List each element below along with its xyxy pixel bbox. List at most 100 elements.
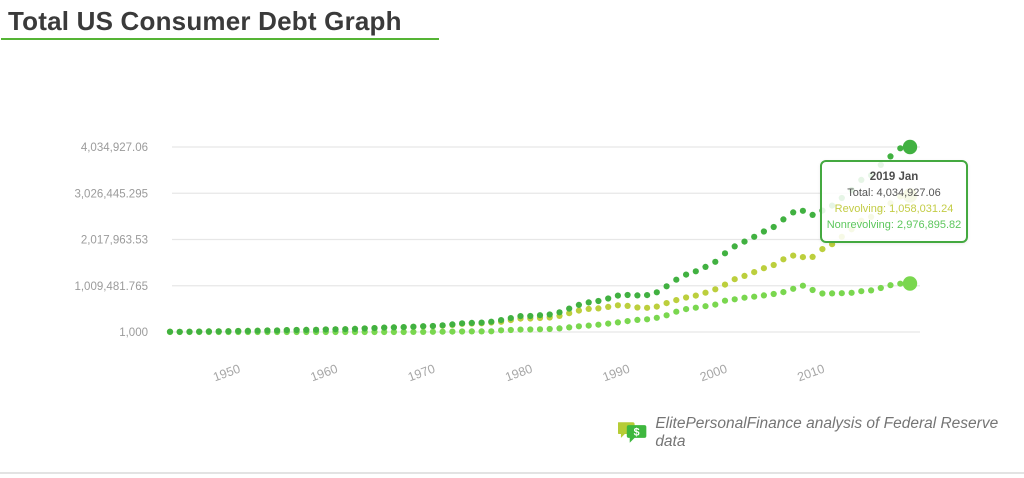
data-point-revolving[interactable] [507, 326, 514, 334]
data-point-total[interactable] [361, 325, 368, 332]
data-point-total[interactable] [546, 311, 553, 318]
data-point-total[interactable] [429, 322, 436, 330]
data-point-total[interactable] [712, 258, 719, 265]
data-point-total[interactable] [692, 268, 699, 275]
data-point-total[interactable] [790, 209, 797, 216]
data-point-revolving[interactable] [585, 322, 592, 329]
data-point-revolving[interactable] [546, 325, 553, 333]
data-point-revolving[interactable] [902, 276, 918, 291]
data-point-revolving[interactable] [673, 308, 680, 315]
data-point-revolving[interactable] [400, 328, 407, 336]
data-point-total[interactable] [264, 327, 271, 334]
data-point-revolving[interactable] [838, 290, 845, 297]
data-point-revolving[interactable] [429, 328, 436, 335]
data-point-revolving[interactable] [439, 328, 446, 335]
data-point-revolving[interactable] [556, 325, 563, 332]
data-point-total[interactable] [751, 233, 758, 240]
data-point-total[interactable] [887, 153, 894, 160]
data-point-total[interactable] [342, 326, 349, 333]
data-point-revolving[interactable] [809, 286, 816, 294]
data-point-revolving[interactable] [868, 287, 875, 294]
data-point-total[interactable] [780, 216, 787, 223]
data-point-total[interactable] [575, 301, 583, 308]
data-point-revolving[interactable] [858, 288, 865, 295]
data-point-total[interactable] [381, 324, 388, 331]
data-point-revolving[interactable] [390, 328, 397, 336]
data-point-revolving[interactable] [410, 328, 417, 335]
data-point-total[interactable] [605, 295, 612, 302]
data-point-nonrevolving[interactable] [712, 286, 719, 293]
data-point-nonrevolving[interactable] [751, 269, 758, 276]
data-point-revolving[interactable] [692, 304, 699, 311]
data-point-total[interactable] [332, 326, 339, 333]
data-point-total[interactable] [799, 207, 807, 214]
data-point-revolving[interactable] [449, 328, 456, 335]
data-point-revolving[interactable] [566, 324, 573, 331]
data-point-total[interactable] [644, 292, 651, 299]
data-point-total[interactable] [459, 320, 466, 327]
data-point-total[interactable] [274, 327, 281, 334]
data-point-revolving[interactable] [819, 290, 826, 297]
data-point-nonrevolving[interactable] [663, 300, 670, 307]
data-point-revolving[interactable] [790, 285, 797, 292]
data-point-total[interactable] [225, 328, 232, 335]
data-point-total[interactable] [507, 315, 514, 322]
data-point-revolving[interactable] [459, 328, 466, 335]
data-point-revolving[interactable] [595, 321, 602, 328]
data-point-total[interactable] [536, 312, 544, 319]
data-point-nonrevolving[interactable] [731, 276, 738, 283]
data-point-nonrevolving[interactable] [634, 304, 641, 311]
data-point-nonrevolving[interactable] [585, 305, 592, 312]
data-point-nonrevolving[interactable] [605, 303, 612, 310]
data-point-total[interactable] [400, 324, 407, 331]
data-point-nonrevolving[interactable] [809, 253, 816, 260]
data-point-total[interactable] [902, 139, 918, 155]
data-point-total[interactable] [770, 223, 777, 231]
data-point-total[interactable] [585, 299, 592, 306]
data-point-revolving[interactable] [381, 328, 388, 336]
data-point-total[interactable] [205, 328, 212, 335]
data-point-total[interactable] [897, 145, 904, 152]
data-point-revolving[interactable] [887, 282, 894, 289]
data-point-total[interactable] [595, 297, 602, 305]
data-point-total[interactable] [235, 327, 242, 335]
data-point-total[interactable] [663, 283, 670, 290]
data-point-revolving[interactable] [829, 290, 836, 297]
data-point-nonrevolving[interactable] [644, 304, 651, 311]
data-point-total[interactable] [371, 325, 378, 332]
data-point-revolving[interactable] [536, 326, 544, 333]
data-point-total[interactable] [322, 326, 329, 333]
data-point-total[interactable] [624, 291, 631, 299]
data-point-total[interactable] [634, 292, 641, 299]
data-point-revolving[interactable] [848, 289, 855, 296]
data-point-total[interactable] [488, 318, 495, 325]
data-point-revolving[interactable] [712, 301, 719, 308]
data-point-revolving[interactable] [751, 293, 758, 300]
data-point-revolving[interactable] [897, 280, 904, 287]
data-point-revolving[interactable] [498, 327, 505, 334]
data-point-total[interactable] [215, 328, 222, 335]
data-point-total[interactable] [556, 309, 563, 316]
data-point-nonrevolving[interactable] [566, 310, 573, 317]
data-point-total[interactable] [390, 324, 397, 331]
data-point-nonrevolving[interactable] [692, 292, 699, 299]
data-point-revolving[interactable] [741, 294, 748, 301]
data-point-revolving[interactable] [731, 296, 738, 303]
data-point-revolving[interactable] [653, 314, 660, 321]
data-point-total[interactable] [653, 289, 660, 296]
data-point-total[interactable] [498, 317, 505, 324]
data-point-revolving[interactable] [780, 289, 787, 296]
data-point-total[interactable] [741, 238, 748, 245]
data-point-total[interactable] [517, 313, 524, 320]
data-point-revolving[interactable] [634, 316, 641, 323]
data-point-revolving[interactable] [517, 326, 524, 333]
data-point-total[interactable] [303, 326, 310, 333]
data-point-revolving[interactable] [605, 320, 612, 327]
data-point-total[interactable] [293, 326, 300, 334]
data-point-nonrevolving[interactable] [770, 261, 777, 269]
data-point-revolving[interactable] [527, 326, 534, 333]
data-point-revolving[interactable] [877, 284, 884, 292]
data-point-total[interactable] [439, 322, 446, 329]
data-point-nonrevolving[interactable] [790, 252, 797, 259]
